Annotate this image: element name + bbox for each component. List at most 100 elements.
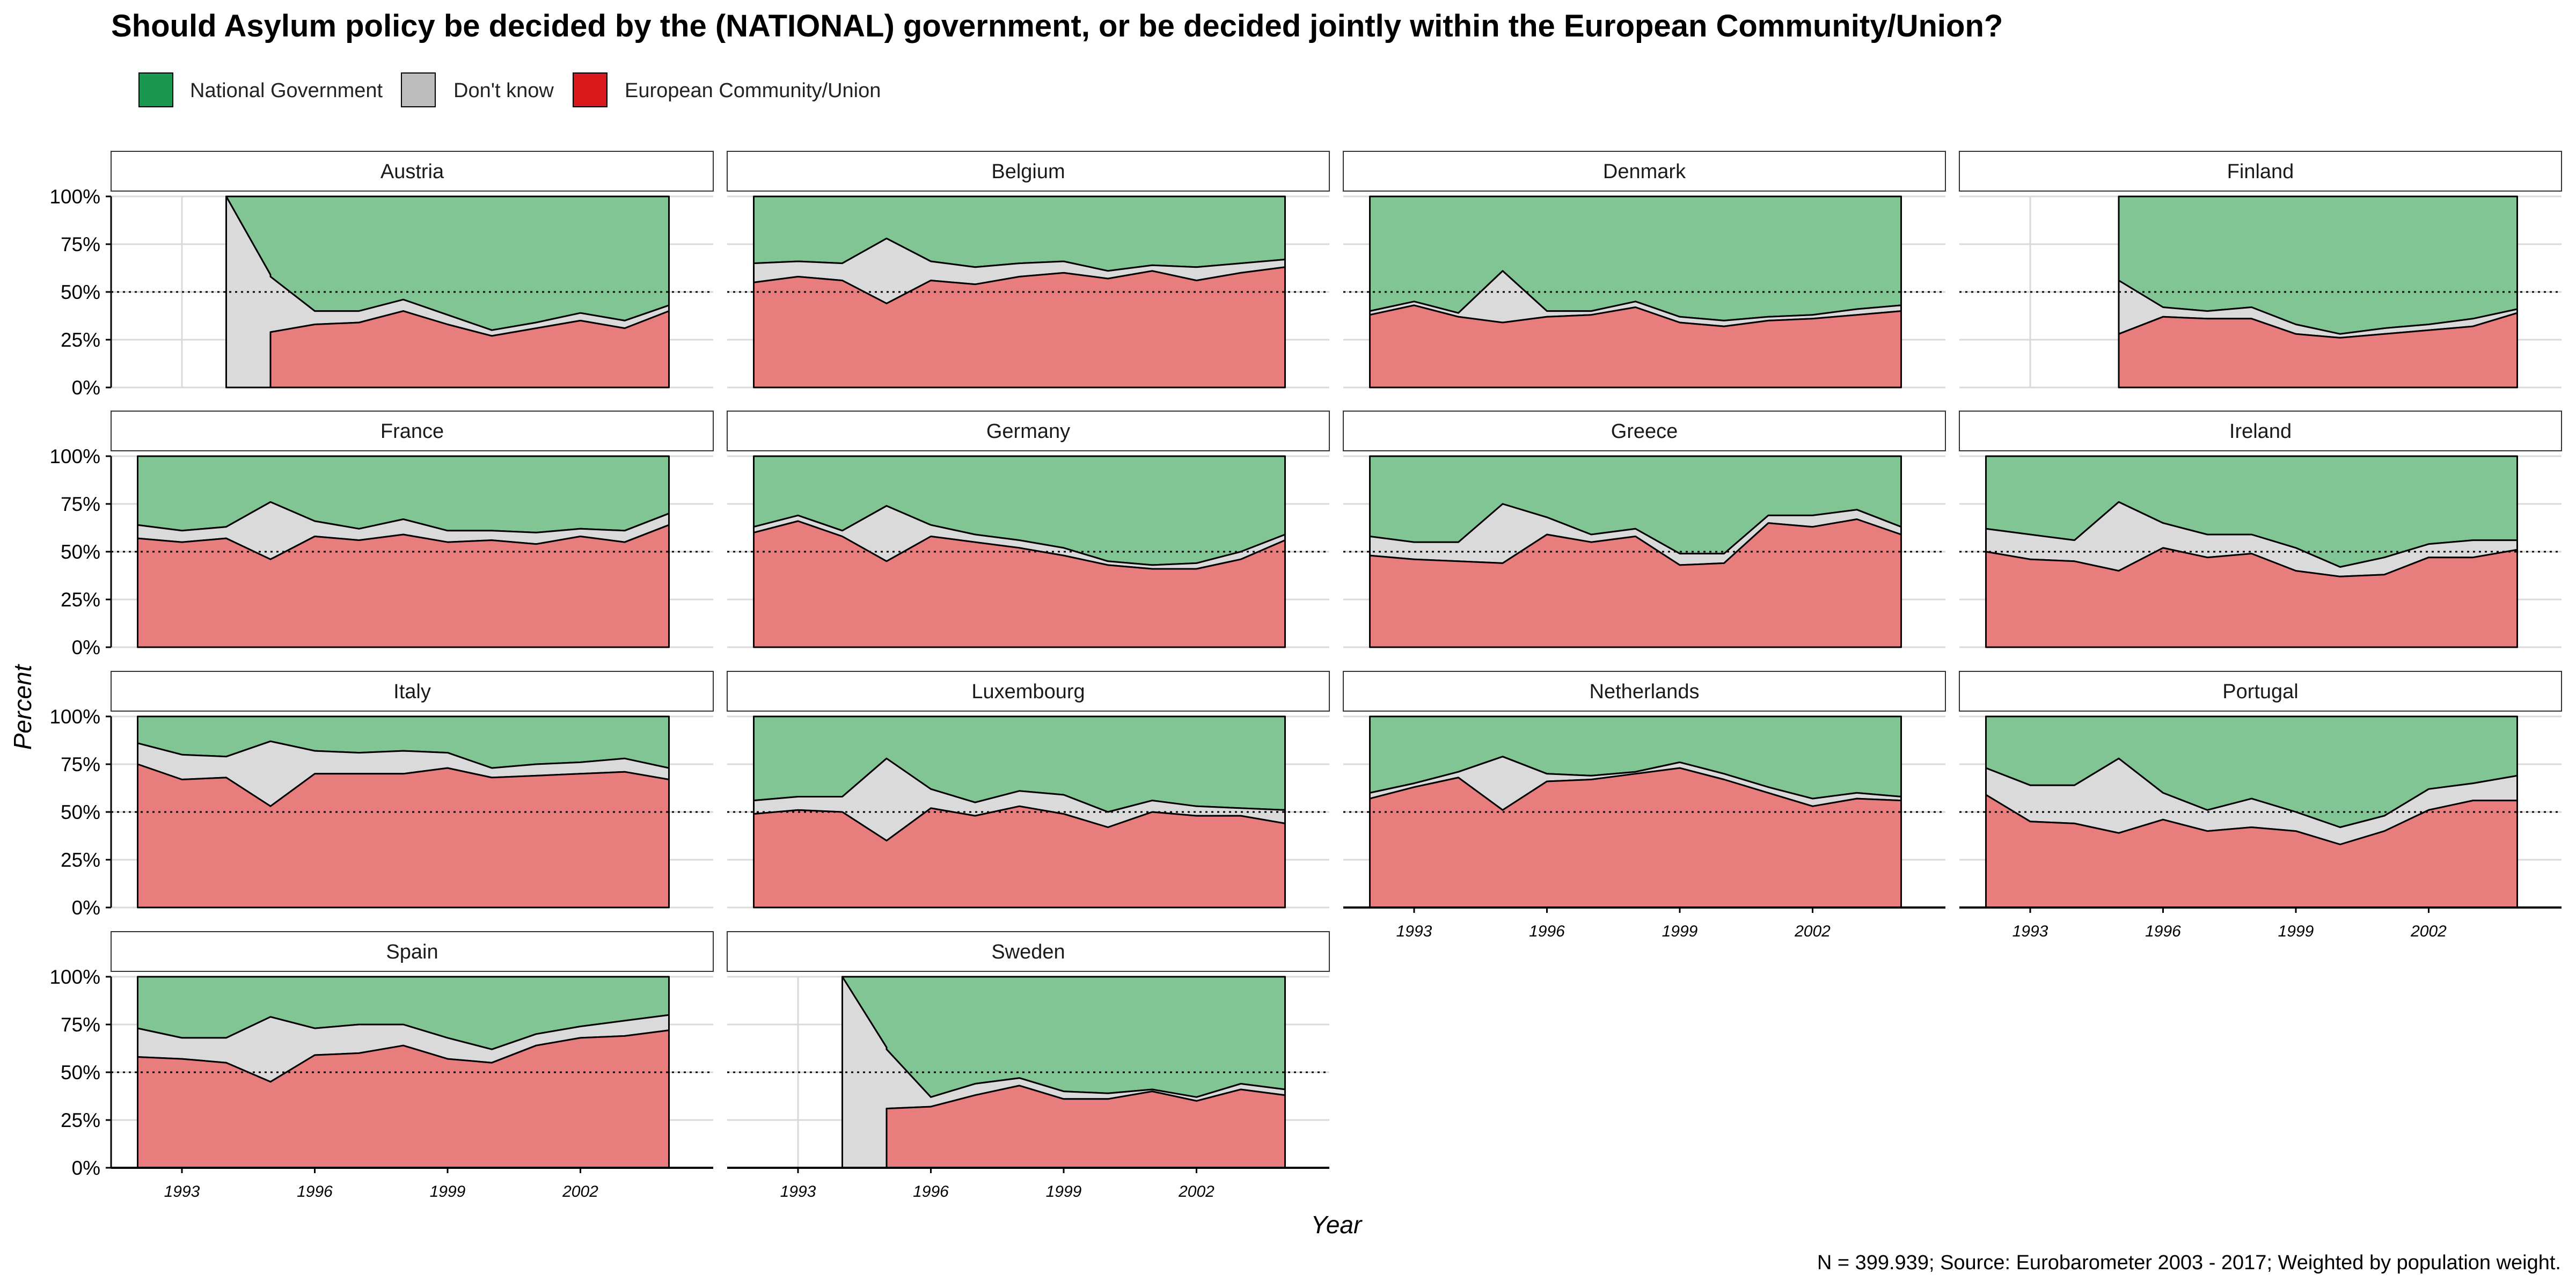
y-tick-label: 25% [61,1109,100,1131]
strip-italy [111,671,714,712]
panel-netherlands: Netherlands 1993 1996 1999 2002 [1343,671,1946,940]
area-european-community-union-luxembourg [753,805,1286,909]
area-european-community-union-ireland [1985,547,2518,648]
panel-sweden: Sweden 1993 1996 1999 2002 [727,931,1330,1201]
x-tick-label: 1996 [2145,923,2181,940]
strip-label-greece: Greece [1611,420,1678,443]
strip-label-france: France [380,420,444,443]
strip-label-belgium: Belgium [991,160,1065,183]
x-tick-label: 1993 [2012,923,2048,940]
strip-finland [1959,151,2562,192]
strip-label-netherlands: Netherlands [1590,680,1700,703]
x-tick-label: 1999 [2278,923,2314,940]
x-tick-label: 2002 [562,1183,598,1201]
y-tick-label: 25% [61,329,100,351]
y-tick-label: 50% [61,541,100,563]
strip-portugal [1959,671,2562,712]
legend-key-european-community-union [573,72,608,107]
strip-label-italy: Italy [393,680,431,703]
x-tick-label: 1993 [1396,923,1432,940]
x-tick-label: 1996 [1529,923,1565,940]
legend-key-dont-know [401,72,436,107]
area-european-community-union-france [137,524,670,648]
area-european-community-union-belgium [753,266,1286,389]
strip-germany [727,411,1330,451]
area-european-community-union-austria [225,310,670,389]
strip-label-denmark: Denmark [1603,160,1686,183]
x-tick-label: 1993 [780,1183,816,1201]
panel-spain: Spain 0% 25% 50% 75% 100% 1993 1996 1999 2002 [49,931,714,1201]
strip-label-finland: Finland [2227,160,2294,183]
y-tick-label: 50% [61,281,100,303]
area-european-community-union-denmark [1369,304,1902,389]
strip-label-spain: Spain [386,941,438,963]
area-european-community-union-portugal [1985,794,2518,909]
panel-france: France 0% 25% 50% 75% 100% [49,411,714,658]
y-tick-label: 75% [61,753,100,775]
panel-belgium: Belgium [727,151,1330,389]
panel-austria: Austria 0% 25% 50% 75% 100% [49,151,714,399]
x-tick-label: 1999 [430,1183,466,1201]
legend-label-european-community-union: European Community/Union [625,79,881,102]
strip-label-luxembourg: Luxembourg [971,680,1085,703]
x-tick-label: 1999 [1662,923,1698,940]
area-european-community-union-sweden [841,1085,1286,1169]
y-tick-label: 0% [72,377,100,399]
x-tick-label: 2002 [1794,923,1831,940]
y-tick-label: 75% [61,1014,100,1036]
panel-portugal: Portugal 1993 1996 1999 2002 [1959,671,2562,940]
x-tick-label: 2002 [2410,923,2447,940]
strip-label-sweden: Sweden [991,941,1065,963]
strip-netherlands [1343,671,1946,712]
panel-italy: Italy 0% 25% 50% 75% 100% [49,671,714,919]
y-tick-label: 25% [61,849,100,871]
x-tick-label: 2002 [1178,1183,1214,1201]
area-european-community-union-spain [137,1029,670,1169]
strip-france [111,411,714,451]
strip-luxembourg [727,671,1330,712]
area-national-government-belgium [753,195,1286,272]
panel-greece: Greece [1343,411,1946,648]
legend: National Government Don't know European … [138,72,881,107]
x-axis-label: Year [1311,1211,1363,1239]
strip-greece [1343,411,1946,451]
y-tick-label: 0% [72,636,100,658]
y-axis-label: Percent [9,664,36,750]
strip-label-germany: Germany [986,420,1070,443]
x-tick-label: 1993 [164,1183,200,1201]
x-tick-label: 1996 [913,1183,949,1201]
panel-denmark: Denmark [1343,151,1946,389]
y-tick-label: 0% [72,1157,100,1179]
y-tick-label: 25% [61,589,100,611]
strip-austria [111,151,714,192]
x-tick-label: 1999 [1046,1183,1082,1201]
strip-label-austria: Austria [380,160,444,183]
legend-label-national-government: National Government [190,79,383,102]
caption: N = 399.939; Source: Eurobarometer 2003 … [1817,1252,2561,1274]
panel-finland: Finland [1959,151,2562,389]
y-tick-label: 100% [49,445,100,467]
strip-sweden [727,931,1330,972]
strip-belgium [727,151,1330,192]
chart-title: Should Asylum policy be decided by the (… [111,9,2003,43]
area-european-community-union-netherlands [1369,767,1902,909]
panel-ireland: Ireland [1959,411,2562,648]
y-tick-label: 50% [61,1062,100,1084]
area-european-community-union-italy [137,763,670,909]
strip-ireland [1959,411,2562,451]
y-tick-label: 0% [72,897,100,919]
y-tick-label: 50% [61,801,100,823]
legend-label-dont-know: Don't know [453,79,554,102]
panel-luxembourg: Luxembourg [727,671,1330,909]
y-tick-label: 100% [49,966,100,988]
panel-germany: Germany [727,411,1330,648]
area-european-community-union-finland [2118,312,2518,389]
y-tick-label: 75% [61,493,100,515]
y-tick-label: 100% [49,706,100,728]
y-tick-label: 100% [49,186,100,208]
x-tick-label: 1996 [297,1183,333,1201]
y-tick-label: 75% [61,233,100,255]
strip-label-ireland: Ireland [2229,420,2292,443]
strip-label-portugal: Portugal [2222,680,2299,703]
